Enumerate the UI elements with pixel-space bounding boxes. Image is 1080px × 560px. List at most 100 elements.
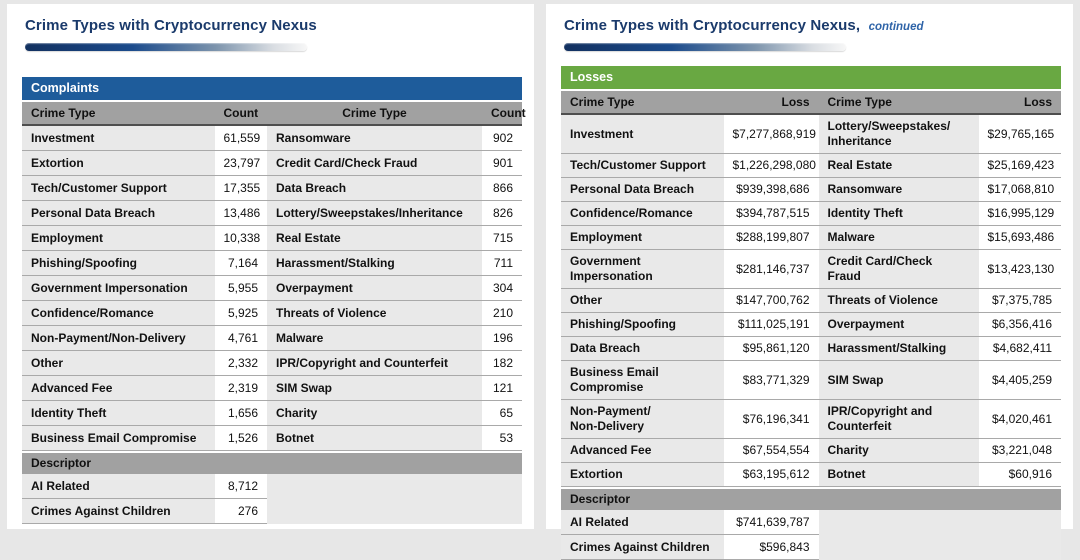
amount-cell: 53 <box>482 425 522 451</box>
col-header-crime-type-1: Crime Type <box>22 102 215 126</box>
losses-section-header: Losses <box>561 66 1061 89</box>
complaints-row: Advanced Fee 2,319 SIM Swap 121 <box>22 375 522 401</box>
losses-table: Crime Type Loss Crime Type Loss Investme… <box>561 91 1061 487</box>
crime-type-cell: SIM Swap <box>267 375 482 401</box>
amount-cell: 5,925 <box>214 300 267 326</box>
losses-row: Government Impersonation $281,146,737 Cred… <box>561 249 1061 289</box>
col-header-count-1: Count <box>214 102 267 126</box>
crime-type-cell: Investment <box>561 114 724 154</box>
amount-cell: 17,355 <box>214 175 267 201</box>
losses-row: Phishing/Spoofing $111,025,191 Overpayment… <box>561 312 1061 337</box>
amount-cell: 7,164 <box>214 250 267 276</box>
complaints-descriptor-row: AI Related 8,712 <box>22 474 522 499</box>
crime-type-cell: Malware <box>818 225 979 250</box>
amount-cell: $281,146,737 <box>723 249 819 289</box>
losses-row: Non-Payment/ Non-Delivery $76,196,341 IPR/… <box>561 399 1061 439</box>
amount-cell: $7,277,868,919 <box>723 114 819 154</box>
losses-row: Tech/Customer Support $1,226,298,080 Real … <box>561 153 1061 178</box>
complaints-table-block: Complaints Crime Type Count Crime Type C… <box>22 77 526 524</box>
crime-type-cell: IPR/Copyright and Counterfeit <box>267 350 482 376</box>
crime-type-cell: Data Breach <box>561 336 724 361</box>
crime-type-cell: Ransomware <box>267 125 482 151</box>
losses-descriptor-row: AI Related $741,639,787 <box>561 510 1061 535</box>
crime-type-cell: Non-Payment/Non-Delivery <box>22 325 215 351</box>
crime-type-cell: Charity <box>818 438 979 463</box>
complaints-descriptor-row: Crimes Against Children 276 <box>22 499 522 524</box>
page-title-text: Crime Types with Cryptocurrency Nexus <box>25 17 317 34</box>
crime-type-cell: Lottery/Sweepstakes/ Inheritance <box>818 114 979 154</box>
descriptor-label-cell: AI Related <box>22 474 215 499</box>
crime-type-cell: Phishing/Spoofing <box>561 312 724 337</box>
crime-type-cell: Government Impersonation <box>22 275 215 301</box>
losses-row: Data Breach $95,861,120 Harassment/Stalkin… <box>561 336 1061 361</box>
amount-cell: 61,559 <box>214 125 267 151</box>
page-title-continued-label: continued <box>868 21 924 33</box>
complaints-section-header: Complaints <box>22 77 522 100</box>
crime-type-cell: Overpayment <box>818 312 979 337</box>
page-complaints: Crime Types with Cryptocurrency Nexus Co… <box>7 4 534 529</box>
crime-type-cell: SIM Swap <box>818 360 979 400</box>
crime-type-cell: Other <box>22 350 215 376</box>
crime-type-cell: Data Breach <box>267 175 482 201</box>
amount-cell: $3,221,048 <box>978 438 1061 463</box>
crime-type-cell: Personal Data Breach <box>561 177 724 202</box>
amount-cell: $4,682,411 <box>978 336 1061 361</box>
losses-row: Other $147,700,762 Threats of Violence $7,3… <box>561 288 1061 313</box>
amount-cell: $394,787,515 <box>723 201 819 226</box>
complaints-row: Business Email Compromise 1,526 Botnet 53 <box>22 425 522 451</box>
losses-row: Employment $288,199,807 Malware $15,693,486 <box>561 225 1061 250</box>
amount-cell: $63,195,612 <box>723 462 819 487</box>
amount-cell: 711 <box>482 250 522 276</box>
crime-type-cell: Overpayment <box>267 275 482 301</box>
col-header-crime-type-2: Crime Type <box>818 91 979 115</box>
crime-type-cell: Identity Theft <box>22 400 215 426</box>
crime-type-cell: Phishing/Spoofing <box>22 250 215 276</box>
amount-cell: 2,319 <box>214 375 267 401</box>
col-header-crime-type-1: Crime Type <box>561 91 724 115</box>
col-header-loss-2: Loss <box>978 91 1061 115</box>
descriptor-label-cell: AI Related <box>561 510 724 535</box>
complaints-header-row: Crime Type Count Crime Type Count <box>22 102 526 126</box>
crime-type-cell: Identity Theft <box>818 201 979 226</box>
amount-cell: 826 <box>482 200 522 226</box>
amount-cell: 13,486 <box>214 200 267 226</box>
amount-cell: 902 <box>482 125 522 151</box>
title-gradient-rule <box>564 43 847 51</box>
descriptor-amount-cell: 8,712 <box>214 474 267 499</box>
losses-row: Personal Data Breach $939,398,686 Ransomwa… <box>561 177 1061 202</box>
crime-type-cell: Advanced Fee <box>561 438 724 463</box>
complaints-row: Identity Theft 1,656 Charity 65 <box>22 400 522 426</box>
amount-cell: 210 <box>482 300 522 326</box>
amount-cell: $95,861,120 <box>723 336 819 361</box>
amount-cell: $111,025,191 <box>723 312 819 337</box>
complaints-row: Government Impersonation 5,955 Overpayment… <box>22 275 522 301</box>
col-header-loss-1: Loss <box>723 91 819 115</box>
descriptor-amount-cell: $596,843 <box>723 535 819 560</box>
amount-cell: 866 <box>482 175 522 201</box>
amount-cell: $7,375,785 <box>978 288 1061 313</box>
descriptor-amount-cell: 276 <box>214 499 267 524</box>
amount-cell: 65 <box>482 400 522 426</box>
complaints-descriptor-rows: AI Related 8,712 Crimes Against Children 27… <box>22 474 522 524</box>
complaints-row: Phishing/Spoofing 7,164 Harassment/Stalkin… <box>22 250 522 276</box>
crime-type-cell: Malware <box>267 325 482 351</box>
crime-type-cell: Charity <box>267 400 482 426</box>
crime-type-cell: Credit Card/Check Fraud <box>267 150 482 176</box>
amount-cell: $147,700,762 <box>723 288 819 313</box>
crime-type-cell: Threats of Violence <box>818 288 979 313</box>
descriptor-label-cell: Crimes Against Children <box>561 535 724 560</box>
crime-type-cell: Employment <box>561 225 724 250</box>
amount-cell: 4,761 <box>214 325 267 351</box>
complaints-row: Non-Payment/Non-Delivery 4,761 Malware 196 <box>22 325 522 351</box>
crime-type-cell: Business Email Compromise <box>561 360 724 400</box>
amount-cell: 2,332 <box>214 350 267 376</box>
amount-cell: 1,526 <box>214 425 267 451</box>
amount-cell: 1,656 <box>214 400 267 426</box>
crime-type-cell: Advanced Fee <box>22 375 215 401</box>
descriptor-filler <box>267 474 522 499</box>
report-canvas: Crime Types with Cryptocurrency Nexus Co… <box>7 4 1073 560</box>
losses-row: Investment $7,277,868,919 Lottery/Sweepsta… <box>561 114 1061 154</box>
losses-descriptor-header: Descriptor <box>561 487 1061 510</box>
amount-cell: 196 <box>482 325 522 351</box>
crime-type-cell: Botnet <box>818 462 979 487</box>
